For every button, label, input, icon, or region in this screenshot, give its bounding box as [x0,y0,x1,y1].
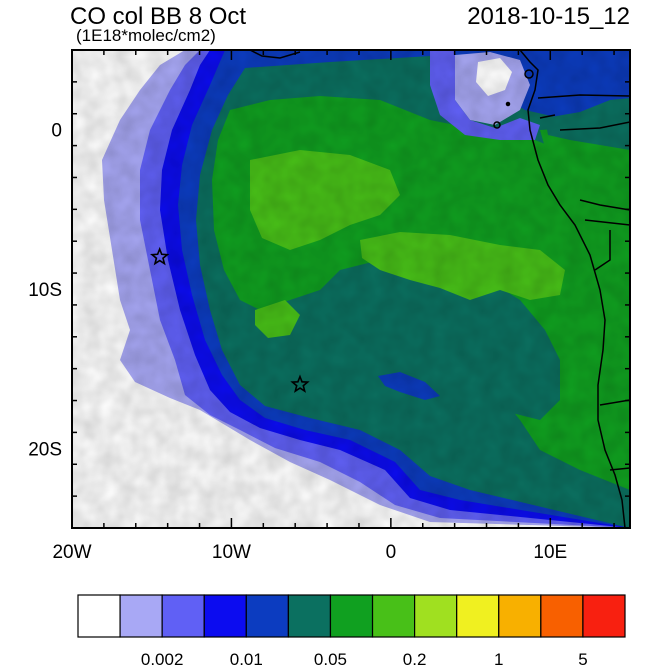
colorbar-box [119,594,163,638]
colorbar-box [414,594,458,638]
country-borders [537,94,630,471]
x-tick-label: 10W [212,542,251,563]
star-marker [150,246,170,266]
star-marker [290,374,310,393]
colorbar-box [161,594,205,638]
coastline [249,50,630,528]
colorbar-box [498,594,542,638]
colorbar-box [540,594,584,638]
x-tick-label: 20W [52,542,91,563]
colorbar-label: 0.002 [141,650,184,667]
colorbar-box [371,594,416,638]
co-field [72,50,630,528]
markers [150,246,310,393]
y-tick-label: 0 [51,121,62,142]
colorbar-box [77,594,121,638]
colorbar-label: 0.01 [230,650,263,667]
africa-coastline [249,50,626,528]
colorbar-label: 5 [578,650,587,667]
bioko-island [524,69,534,79]
axis-ticks: 20W 10W 0 10E 0 10S 20S [28,49,630,563]
datetime-label: 2018-10-15_12 [467,3,630,30]
principe-island [505,101,511,107]
colorbar-box [329,594,374,638]
map-frame [71,49,631,529]
colorbar-label: 0.05 [314,650,347,667]
y-tick-label: 20S [28,439,62,460]
colorbar-box [582,594,626,638]
map-title: CO col BB 8 Oct [70,3,247,30]
x-tick-label: 10E [533,542,567,563]
colorbar: 0.002 0.01 0.05 0.2 1 5 [77,594,626,667]
colorbar-label: 0.2 [403,650,427,667]
colorbar-box [245,594,289,638]
sao-tome-island [493,121,501,129]
colorbar-box [287,594,332,638]
colorbar-box [456,594,500,638]
colorbar-label: 1 [494,650,503,667]
x-tick-label: 0 [386,542,397,563]
y-tick-label: 10S [28,280,62,301]
units-label: (1E18*molec/cm2) [76,26,216,45]
colorbar-box [203,594,247,638]
